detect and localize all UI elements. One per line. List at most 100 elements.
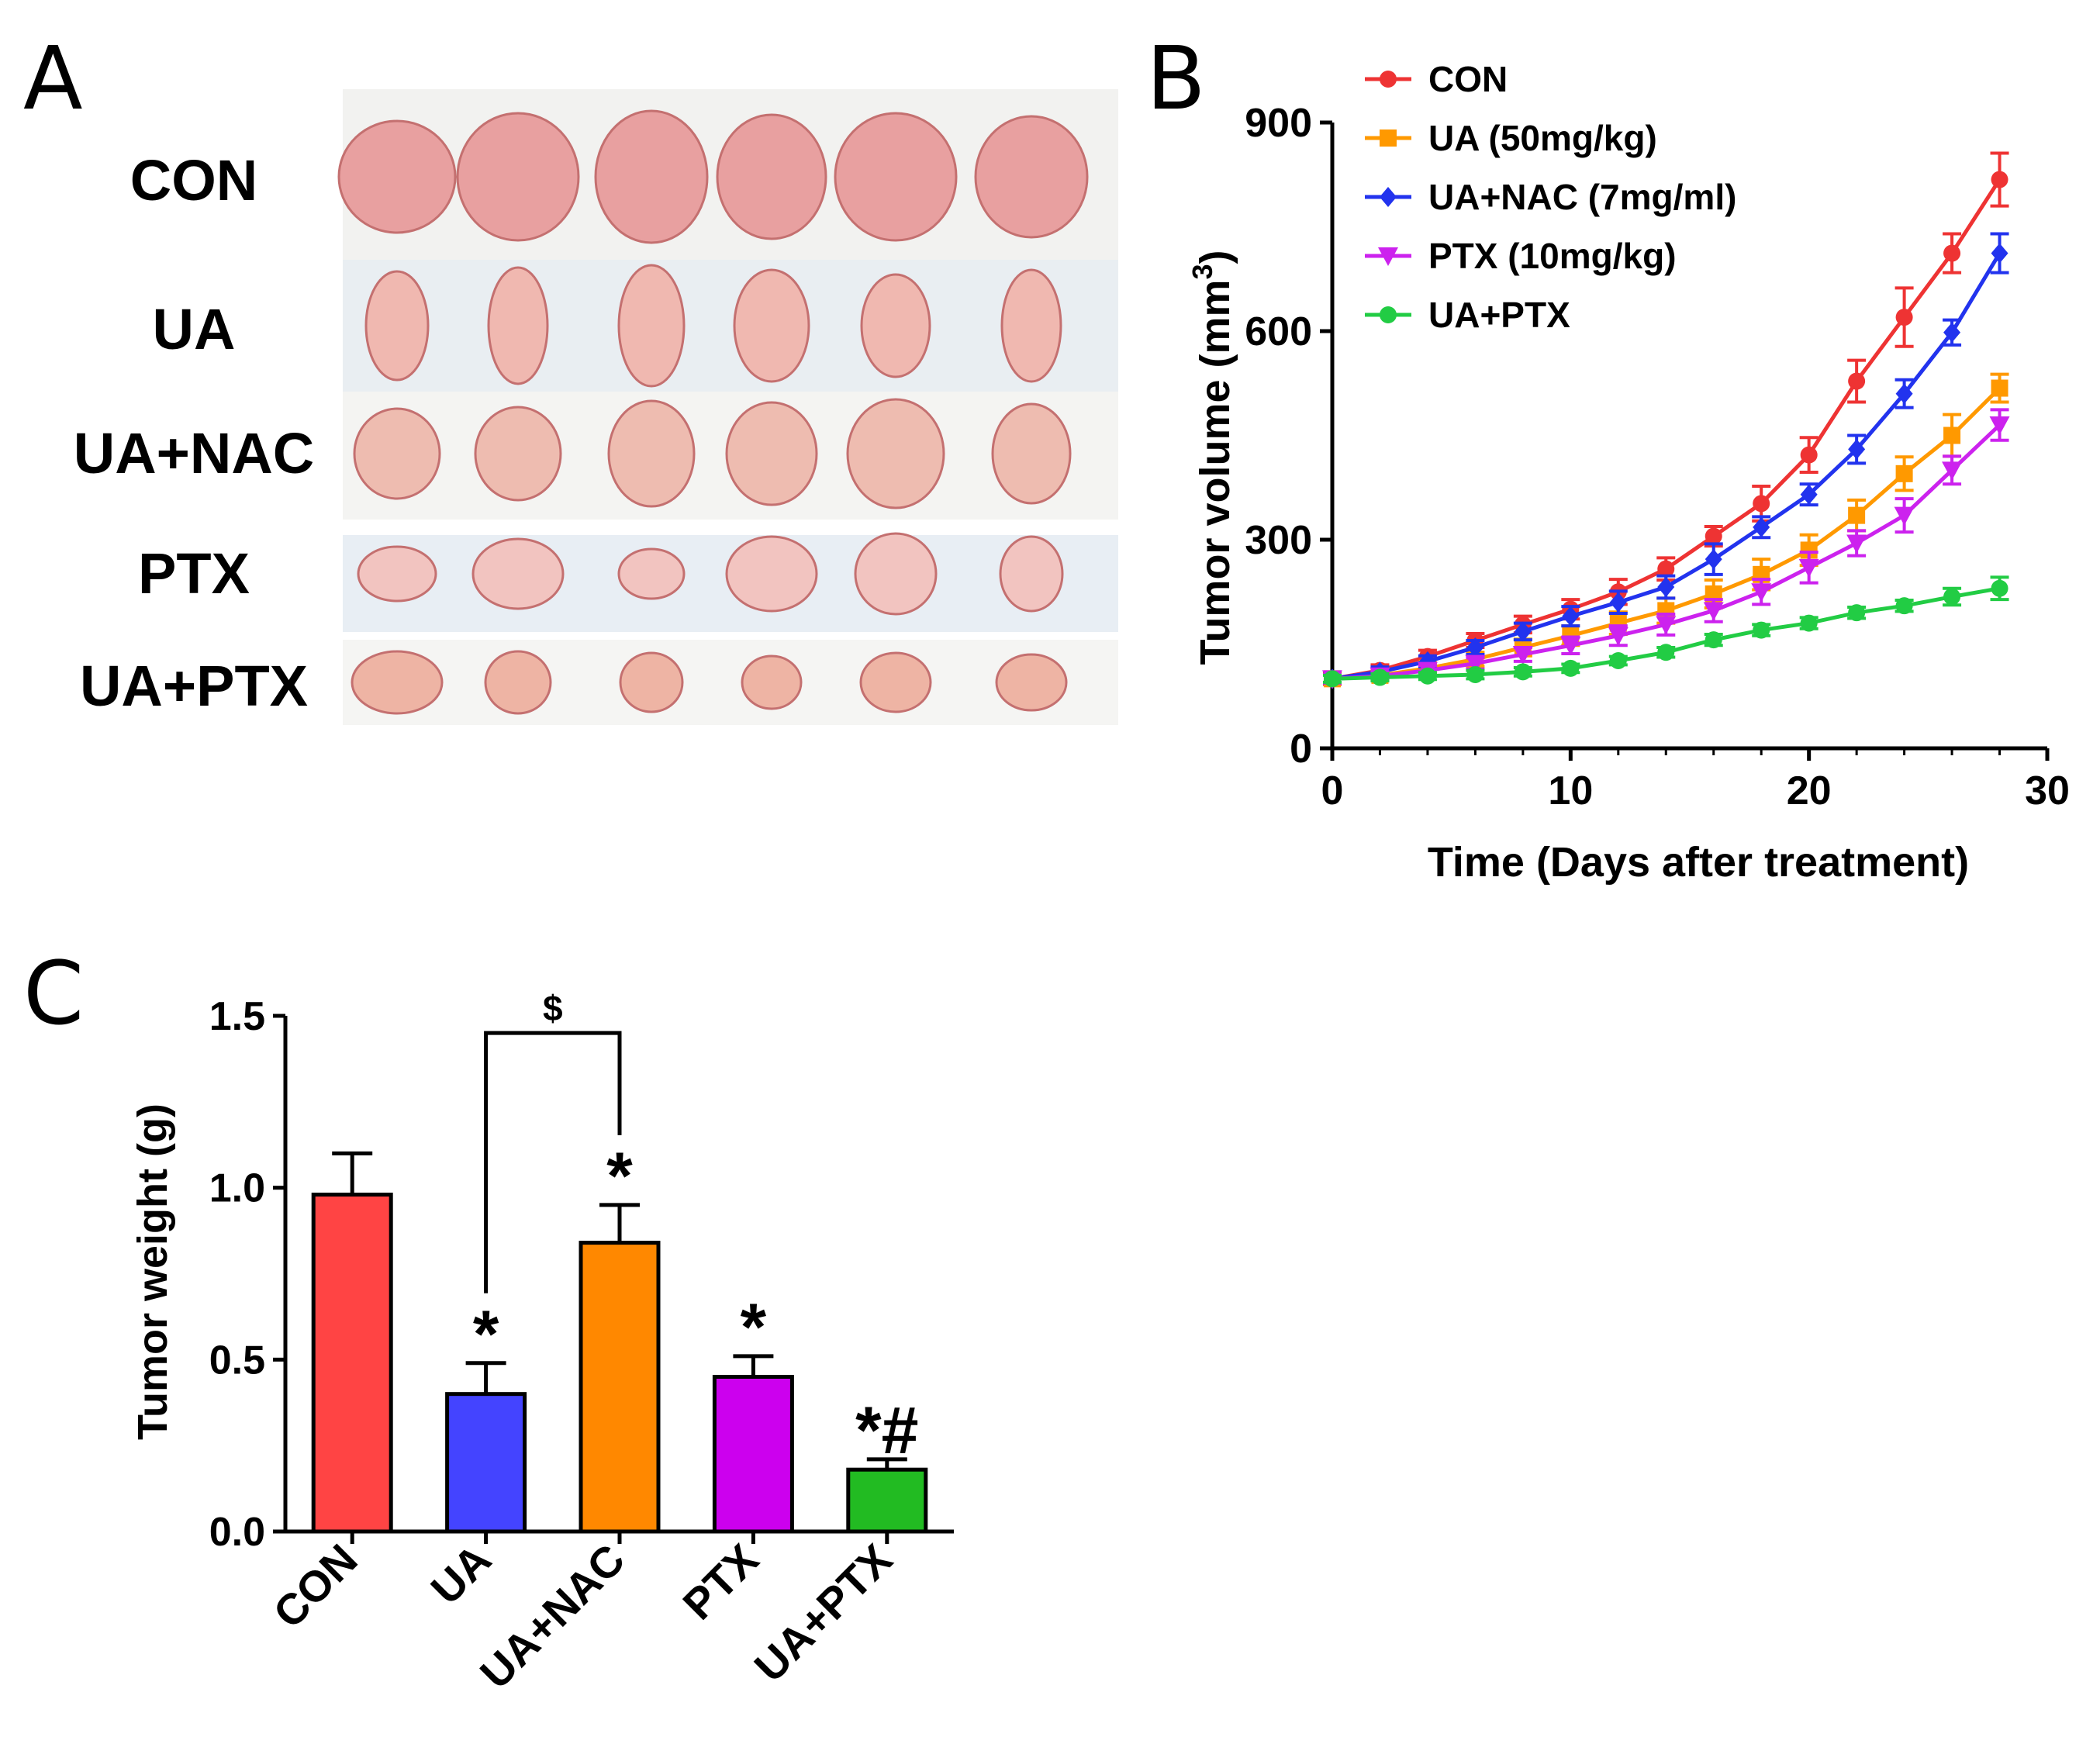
chart-b-point <box>1705 549 1722 570</box>
chart-b-point <box>1846 534 1867 554</box>
legend-marker <box>1380 187 1397 207</box>
chart-b-point <box>1895 383 1913 404</box>
chart-b-ytick-label: 0 <box>1290 727 1312 772</box>
chart-b-point <box>1371 668 1389 686</box>
tumor-ptx-4 <box>725 535 818 613</box>
chart-c-category-label: UA+NAC <box>471 1535 634 1698</box>
tumor-ua-nac-1 <box>353 407 441 500</box>
chart-c-bar <box>579 1241 661 1534</box>
legend-label: PTX (10mg/kg) <box>1428 236 1677 276</box>
chart-c-significance: *# <box>855 1393 918 1468</box>
chart-b-point <box>1895 464 1913 482</box>
row-label-ua: UA <box>153 297 236 361</box>
tumor-con-5 <box>834 112 958 242</box>
chart-b-point <box>1466 665 1484 683</box>
chart-c-category-label: PTX <box>673 1535 768 1629</box>
panel-a: A CON UA UA+NAC PTX UA+PTX <box>23 29 1118 725</box>
row-label-ua-nac: UA+NAC <box>74 421 314 485</box>
photo-strip-ua-ptx <box>343 640 1118 725</box>
chart-c-significance: * <box>741 1290 767 1365</box>
chart-c-ytick-label: 1.0 <box>209 1166 265 1211</box>
chart-b-point <box>1800 541 1818 559</box>
panel-c-letter: C <box>23 944 84 1045</box>
panel-a-letter: A <box>23 29 83 129</box>
chart-b-point <box>1942 461 1963 481</box>
tumor-ua-ptx-5 <box>859 651 932 713</box>
chart-b-series-line <box>1331 423 2002 681</box>
chart-b-point <box>1657 560 1675 578</box>
chart-b-point <box>1418 667 1436 685</box>
chart-b-point <box>1800 614 1818 632</box>
tumor-ua-2 <box>487 266 549 385</box>
chart-b-point <box>1753 495 1770 513</box>
chart-c-ylabel: Tumor weight (g) <box>130 1103 176 1440</box>
legend-marker <box>1378 247 1398 266</box>
tumor-ua-ptx-1 <box>351 650 444 715</box>
chart-b-point <box>1848 604 1866 622</box>
chart-c-significance: * <box>606 1139 633 1214</box>
chart-b-point <box>1657 576 1675 597</box>
tumor-photo-grid <box>337 89 1118 725</box>
tumor-ptx-3 <box>617 547 686 600</box>
chart-b-point <box>1943 588 1961 606</box>
tumor-ptx-5 <box>854 532 938 616</box>
tumor-images <box>337 109 1089 715</box>
chart-b-ylabel: Tumor volume (mm3) <box>1186 250 1238 665</box>
chart-b-series-5 <box>1323 575 2009 688</box>
chart-b-legend: CON UA (50mg/kg) UA+NAC (7mg/ml) PTX (10mg/… <box>1365 59 1736 335</box>
chart-c-bracket-label: $ <box>543 988 563 1028</box>
chart-b-series-3 <box>1323 232 2009 689</box>
tumor-ua-4 <box>733 268 810 383</box>
legend-label: UA (50mg/kg) <box>1428 118 1657 158</box>
chart-b-point <box>1753 516 1770 537</box>
panel-b: B Tumor volume (mm3) Time (Days after tr… <box>1146 29 2070 886</box>
chart-b-point <box>1609 592 1627 613</box>
chart-c-ytick-label: 1.5 <box>209 994 265 1039</box>
tumor-ptx-1 <box>357 545 437 603</box>
tumor-ua-nac-2 <box>474 406 562 502</box>
legend-marker <box>1380 306 1397 323</box>
chart-b-point <box>1991 171 2008 188</box>
chart-b-xlabel: Time (Days after treatment) <box>1428 839 1969 886</box>
chart-b-series-4 <box>1322 408 2010 689</box>
chart-c-bar <box>846 1467 928 1534</box>
chart-b-point <box>1943 426 1961 444</box>
tumor-con-6 <box>974 115 1089 239</box>
chart-b-point <box>1466 637 1484 658</box>
chart-b-point <box>1609 652 1627 670</box>
chart-b-point <box>1800 446 1818 464</box>
tumor-con-2 <box>456 112 580 242</box>
tumor-con-1 <box>337 119 457 234</box>
chart-c-bar <box>311 1193 393 1534</box>
chart-b-point <box>1800 484 1818 505</box>
tumor-ua-5 <box>860 273 931 378</box>
legend-label: UA+PTX <box>1428 295 1570 335</box>
chart-c-category-label: UA+PTX <box>744 1535 901 1691</box>
chart-b-point <box>1751 583 1772 603</box>
tumor-ua-ptx-4 <box>741 654 803 710</box>
tumor-ua-ptx-3 <box>619 651 684 713</box>
tumor-ua-ptx-2 <box>484 650 552 715</box>
chart-c-bar <box>445 1392 527 1534</box>
tumor-ua-nac-3 <box>607 399 696 508</box>
legend-marker <box>1380 71 1397 88</box>
tumor-ua-6 <box>1000 268 1062 383</box>
legend-label: UA+NAC (7mg/ml) <box>1428 177 1736 217</box>
chart-b-point <box>1514 621 1532 642</box>
chart-b-point <box>1895 597 1913 615</box>
photo-strip-ua <box>343 260 1118 392</box>
chart-b-xtick-label: 0 <box>1321 768 1344 813</box>
chart-b-point <box>1657 644 1675 661</box>
chart-b-ytick-label: 300 <box>1245 518 1312 563</box>
chart-b-point <box>1753 621 1770 639</box>
chart-b-point <box>1895 309 1913 326</box>
chart-b-xtick-label: 20 <box>1787 768 1832 813</box>
tumor-ptx-2 <box>471 537 565 610</box>
chart-b-point <box>1608 627 1629 646</box>
tumor-ptx-6 <box>999 535 1064 613</box>
chart-b-point <box>1991 243 2008 264</box>
chart-b-point <box>1943 244 1961 262</box>
chart-b-point <box>1848 439 1866 460</box>
tumor-con-4 <box>716 113 827 240</box>
